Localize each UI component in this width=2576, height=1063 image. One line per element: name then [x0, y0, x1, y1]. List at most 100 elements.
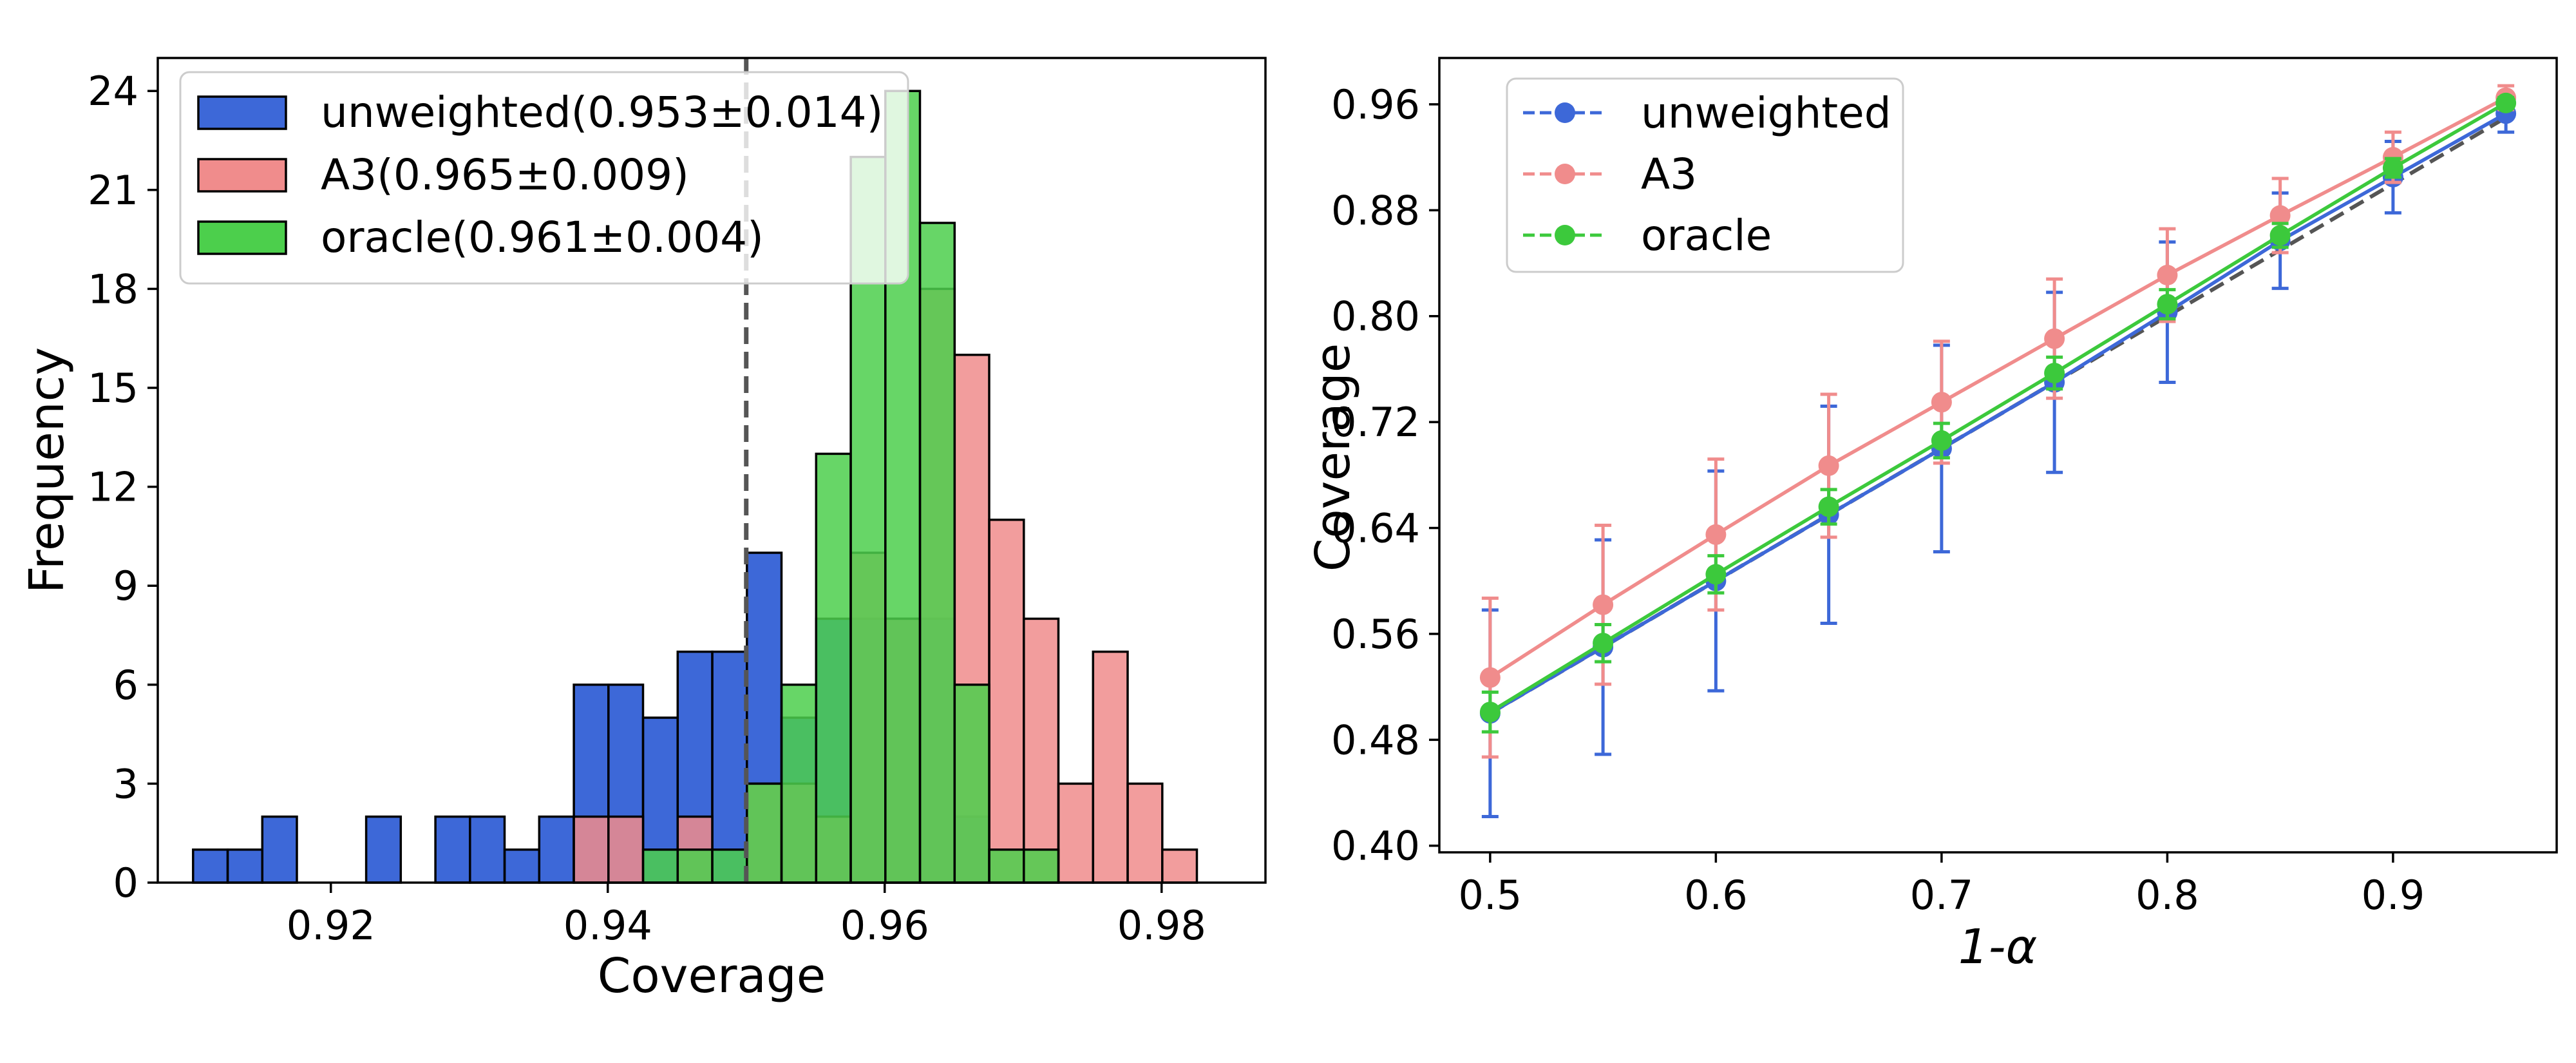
point-a3-7 [2269, 205, 2291, 226]
point-oracle-4 [1931, 430, 1952, 451]
hist-bar-a3-12 [1057, 782, 1095, 884]
point-a3-5 [2044, 328, 2065, 349]
hist-y-tick-label-8: 24 [88, 68, 138, 115]
line-x-tick-label-0: 0.5 [1459, 872, 1522, 919]
hist-bar-a3-14 [1126, 782, 1164, 884]
hist-bar-oracle-8 [918, 222, 956, 884]
hist-y-tick-label-2: 6 [113, 662, 138, 709]
hist-bar-unweighted-0 [192, 848, 229, 884]
line-x-tick-label-3: 0.8 [2136, 872, 2199, 919]
hist-y-tick-label-0: 0 [113, 859, 138, 906]
hist-bar-a3-15 [1161, 848, 1198, 884]
point-oracle-2 [1705, 564, 1727, 585]
histogram-axes-frame [156, 57, 1267, 884]
point-oracle-0 [1479, 702, 1501, 723]
point-a3-3 [1818, 455, 1839, 476]
point-a3-2 [1705, 524, 1727, 545]
histogram-bars [192, 90, 1198, 884]
line-a3 [1489, 96, 2507, 680]
hist-bar-oracle-3 [746, 782, 783, 884]
hist-bar-oracle-10 [988, 848, 1025, 884]
hist-bar-oracle-4 [780, 684, 818, 884]
point-a3-6 [2157, 265, 2178, 285]
line-legend: unweighted A3 oracle [1506, 77, 1904, 273]
line-y-tick-label-0: 0.40 [1331, 823, 1420, 870]
line-y-tick-label-6: 0.88 [1331, 187, 1420, 234]
line-y-tick-label-5: 0.80 [1331, 293, 1420, 340]
hist-y-tick-label-1: 3 [113, 760, 138, 807]
histogram-ticks: 0.92 0.94 0.96 0.98 0 3 6 9 12 15 18 21 24 [88, 68, 1206, 949]
hist-y-tick-label-7: 21 [88, 167, 138, 214]
line-unweighted [1489, 111, 2507, 715]
hist-x-tick-label-3: 0.98 [1117, 902, 1206, 949]
hist-bar-unweighted-5 [469, 815, 506, 884]
line-legend-box [1506, 77, 1904, 273]
line-panel: 0.5 0.6 0.7 0.8 0.9 0.40 0.48 0.56 0.64 0.72 0.80 0… [1305, 57, 2558, 975]
point-oracle-3 [1818, 496, 1839, 517]
hist-y-tick-label-4: 12 [88, 464, 138, 511]
line-x-tick-label-1: 0.6 [1684, 872, 1748, 919]
hist-bar-oracle-1 [676, 848, 714, 884]
legend-swatch-oracle [197, 220, 287, 255]
point-oracle-9 [2496, 92, 2517, 113]
hist-bar-unweighted-6 [503, 848, 541, 884]
hist-bar-unweighted-12 [711, 650, 748, 884]
hist-bar-unweighted-2 [261, 815, 298, 884]
line-y-tick-label-3: 0.64 [1331, 505, 1420, 552]
hist-y-tick-label-6: 18 [88, 265, 138, 312]
line-legend-label-oracle: oracle [1641, 211, 1772, 260]
point-oracle-8 [2382, 157, 2403, 178]
hist-x-tick-label-1: 0.94 [564, 902, 652, 949]
legend-label-a3: A3(0.965±0.009) [321, 150, 689, 200]
legend-marker-a3 [1555, 164, 1575, 184]
line-series [1479, 84, 2517, 819]
point-a3-0 [1479, 667, 1501, 688]
legend-marker-oracle [1555, 225, 1575, 245]
hist-x-tick-label-0: 0.92 [287, 902, 375, 949]
histogram-y-axis-label: Frequency [19, 347, 75, 593]
line-y-tick-label-7: 0.96 [1331, 81, 1420, 128]
legend-label-oracle: oracle(0.961±0.004) [321, 213, 764, 262]
point-oracle-6 [2157, 294, 2178, 315]
hist-bar-unweighted-7 [538, 815, 575, 884]
hist-bar-oracle-5 [815, 452, 852, 884]
line-legend-label-a3: A3 [1641, 149, 1697, 199]
hist-bar-a3-1 [607, 815, 645, 884]
point-oracle-1 [1593, 633, 1614, 654]
line-legend-label-unweighted: unweighted [1641, 88, 1891, 138]
line-x-tick-label-2: 0.7 [1910, 872, 1974, 919]
line-y-tick-label-1: 0.48 [1331, 716, 1420, 763]
hist-bar-unweighted-4 [434, 815, 471, 884]
line-y-tick-label-2: 0.56 [1331, 611, 1420, 658]
hist-bar-oracle-0 [641, 848, 679, 884]
hist-bar-a3-13 [1092, 650, 1129, 884]
line-ticks: 0.5 0.6 0.7 0.8 0.9 0.40 0.48 0.56 0.64 0.72 0.80 0… [1331, 81, 2425, 919]
line-y-axis-label: Coverage [1305, 343, 1361, 572]
hist-bar-a3-10 [988, 519, 1025, 884]
point-a3-4 [1931, 392, 1952, 413]
hist-y-tick-label-5: 15 [88, 365, 138, 412]
hist-bar-unweighted-3 [365, 815, 402, 884]
histogram-legend: unweighted(0.953±0.014) A3(0.965±0.009) … [179, 71, 909, 285]
hist-bar-oracle-2 [711, 848, 748, 884]
legend-label-unweighted: unweighted(0.953±0.014) [321, 88, 883, 137]
hist-bar-oracle-9 [953, 684, 990, 884]
line-y-tick-label-4: 0.72 [1331, 399, 1420, 446]
point-oracle-5 [2044, 363, 2065, 384]
hist-y-tick-label-3: 9 [113, 562, 138, 609]
hist-bar-unweighted-1 [226, 848, 264, 884]
hist-bar-a3-11 [1023, 617, 1060, 884]
point-a3-1 [1593, 594, 1614, 615]
histogram-legend-box [179, 71, 909, 285]
legend-swatch-a3 [197, 158, 287, 193]
line-oracle [1489, 101, 2507, 714]
legend-marker-unweighted [1555, 102, 1575, 123]
point-oracle-7 [2269, 225, 2291, 246]
histogram-x-axis-label: Coverage [598, 948, 826, 1004]
line-x-axis-label: 1-α [1958, 919, 2038, 975]
hist-bar-a3-0 [573, 815, 610, 884]
line-x-tick-label-4: 0.9 [2362, 872, 2425, 919]
line-axes-frame [1438, 57, 2558, 854]
